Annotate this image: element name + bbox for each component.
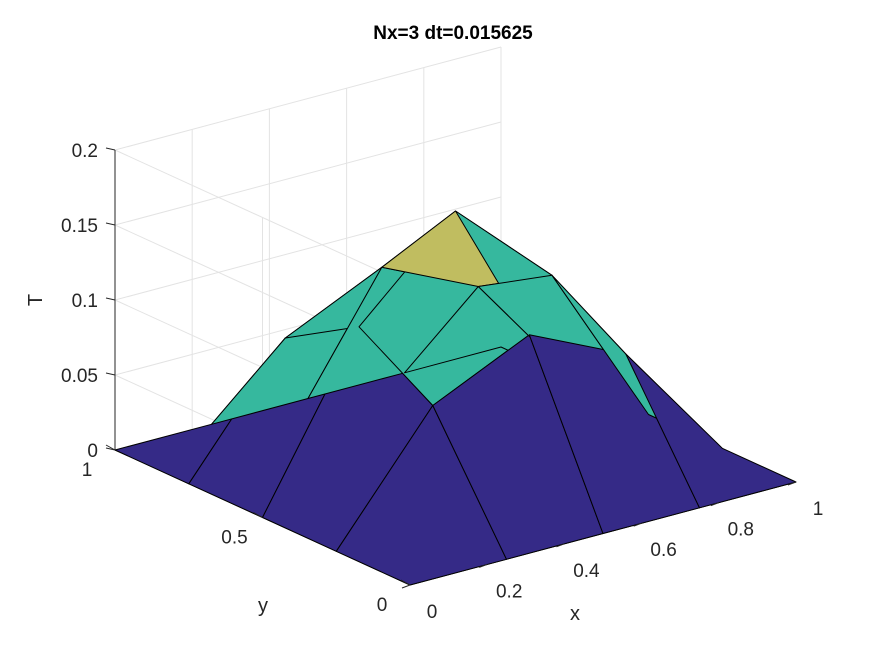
z-tick-mark xyxy=(105,447,116,451)
x-tick-label: 1 xyxy=(813,499,824,520)
y-tick-label: 1 xyxy=(82,460,93,481)
z-tick-label: 0 xyxy=(87,441,98,462)
x-tick-label: 0.4 xyxy=(573,561,600,582)
y-tick-mark xyxy=(400,579,411,586)
x-tick-label: 0 xyxy=(427,602,438,623)
x-tick-label: 0.8 xyxy=(728,520,754,541)
y-axis-label: y xyxy=(258,595,268,617)
z-tick-mark xyxy=(105,222,116,226)
y-tick-label: 0 xyxy=(377,595,388,616)
grid-line xyxy=(114,46,502,151)
surface-patch xyxy=(625,353,797,509)
z-tick-mark xyxy=(105,297,116,301)
x-tick-mark xyxy=(556,543,565,548)
x-tick-mark xyxy=(633,522,642,527)
x-tick-mark xyxy=(710,502,719,507)
z-tick-label: 0.15 xyxy=(61,216,98,237)
z-axis-label: T xyxy=(25,294,47,306)
z-tick-label: 0.2 xyxy=(72,141,98,162)
x-tick-mark xyxy=(401,584,411,589)
z-tick-label: 0.05 xyxy=(61,366,98,387)
x-tick-mark xyxy=(787,481,797,486)
x-tick-mark xyxy=(479,563,488,568)
grid-line xyxy=(114,196,502,301)
y-tick-label: 0.5 xyxy=(221,528,247,549)
z-tick-label: 0.1 xyxy=(72,291,98,312)
x-tick-label: 0.2 xyxy=(496,581,522,602)
z-tick-mark xyxy=(105,147,116,151)
y-tick-mark xyxy=(253,512,263,518)
z-tick-mark xyxy=(105,372,116,376)
grid-line xyxy=(114,121,502,226)
x-axis-label: x xyxy=(570,603,580,625)
surface xyxy=(114,210,797,586)
chart-title: Nx=3 dt=0.015625 xyxy=(373,23,533,44)
x-tick-label: 0.6 xyxy=(650,540,676,561)
